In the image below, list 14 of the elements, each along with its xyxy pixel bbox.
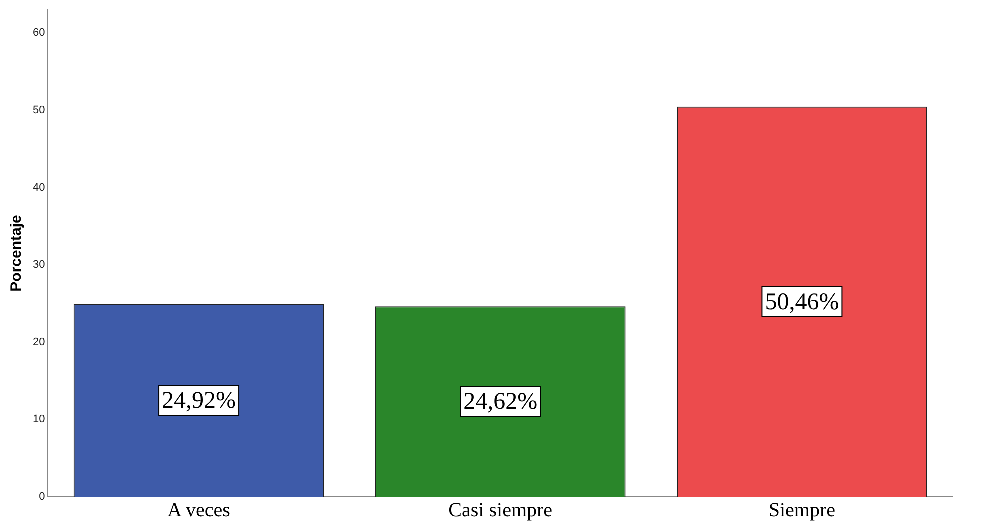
y-tick-label: 60	[32, 27, 46, 40]
data-label: 50,46%	[765, 289, 840, 316]
y-tick-label: 10	[32, 414, 46, 426]
y-tick-label: 0	[39, 491, 46, 504]
y-tick-label: 20	[32, 336, 46, 348]
y-tick-label: 30	[32, 259, 46, 272]
data-label: 24,92%	[162, 388, 236, 414]
y-tick-label: 40	[32, 182, 46, 194]
x-tick-label: Casi siempre	[448, 499, 553, 522]
x-tick-label: A veces	[168, 499, 231, 522]
y-axis-title: Porcentaje	[8, 215, 26, 292]
data-label: 24,62%	[464, 389, 538, 416]
x-tick-label: Siempre	[768, 499, 836, 522]
y-tick-label: 50	[32, 104, 46, 117]
